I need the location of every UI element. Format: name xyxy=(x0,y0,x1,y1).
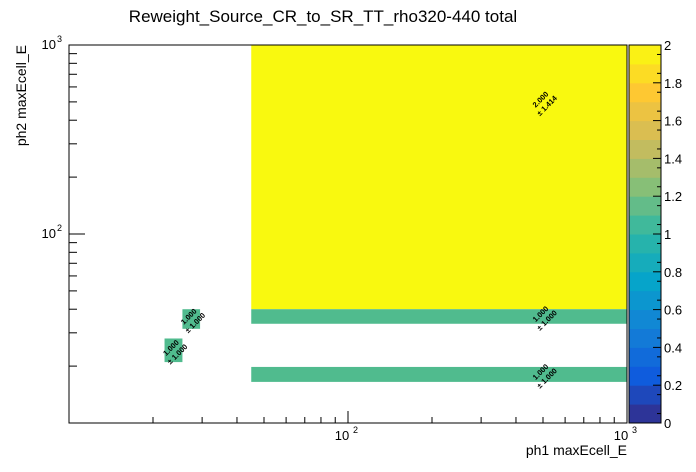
chart-title: Reweight_Source_CR_to_SR_TT_rho320-440 t… xyxy=(129,7,517,26)
colorbar-tick-label: 1 xyxy=(664,227,671,242)
y-tick-label: 10 xyxy=(42,37,56,52)
colorbar: 0 0.2 0.4 0.6 0.8 1 1.2 1.4 1.6 1.8 2 xyxy=(628,38,682,431)
colorbar-segment xyxy=(629,404,661,424)
colorbar-segment xyxy=(629,82,661,103)
colorbar-segment xyxy=(629,290,661,311)
colorbar-segment xyxy=(629,158,661,178)
colorbar-segment xyxy=(629,196,661,216)
colorbar-segment xyxy=(629,63,661,84)
colorbar-segment xyxy=(629,177,661,197)
colorbar-segment xyxy=(629,385,661,405)
x-tick-label: 10 xyxy=(614,428,628,443)
colorbar-segment xyxy=(629,309,661,329)
colorbar-tick-label: 1.2 xyxy=(664,189,682,204)
y-tick-exponent: 2 xyxy=(57,223,62,233)
colorbar-segment xyxy=(629,139,661,159)
colorbar-segment xyxy=(629,101,661,122)
y-axis-label: ph2 maxEcell_E xyxy=(13,45,29,146)
colorbar-tick-label: 1.4 xyxy=(664,151,682,166)
heatmap-cell-1 xyxy=(251,309,628,324)
colorbar-tick-label: 2 xyxy=(664,38,671,53)
colorbar-tick-label: 0.6 xyxy=(664,303,682,318)
x-tick-label: 10 xyxy=(335,428,349,443)
axes: 10 2 10 310 210 3 xyxy=(42,34,637,443)
colorbar-segment xyxy=(629,366,661,386)
heatmap-cell-2 xyxy=(251,366,628,382)
colorbar-segment xyxy=(629,271,661,292)
colorbar-segment xyxy=(629,328,661,348)
colorbar-segment xyxy=(629,252,661,273)
colorbar-segment xyxy=(629,45,661,65)
colorbar-tick-label: 0.8 xyxy=(664,265,682,280)
heatmap-cell-4 xyxy=(182,309,201,329)
x-tick-exponent: 3 xyxy=(632,425,637,435)
heatmap-cells xyxy=(164,45,628,382)
cell-label-2: 1.000± 1.000 xyxy=(531,362,559,390)
x-axis-label: ph1 maxEcell_E xyxy=(526,442,627,458)
colorbar-tick-label: 0.2 xyxy=(664,378,682,393)
cell-label-3: 1.000± 1.000 xyxy=(161,338,189,366)
colorbar-tick-label: 1.8 xyxy=(664,76,682,91)
colorbar-segment xyxy=(629,234,661,254)
colorbar-segment xyxy=(629,120,661,140)
colorbar-tick-label: 0 xyxy=(664,416,671,431)
y-tick-label: 10 xyxy=(42,226,56,241)
heatmap-cell-0 xyxy=(251,45,628,310)
x-tick-exponent: 2 xyxy=(353,425,358,435)
colorbar-segment xyxy=(629,215,661,235)
cell-label-4: 1.000± 1.000 xyxy=(179,307,207,335)
heatmap-cell-3 xyxy=(164,338,183,363)
colorbar-tick-label: 1.6 xyxy=(664,114,682,129)
colorbar-tick-label: 0.4 xyxy=(664,340,682,355)
colorbar-segment xyxy=(629,347,661,367)
y-tick-exponent: 3 xyxy=(57,34,62,44)
